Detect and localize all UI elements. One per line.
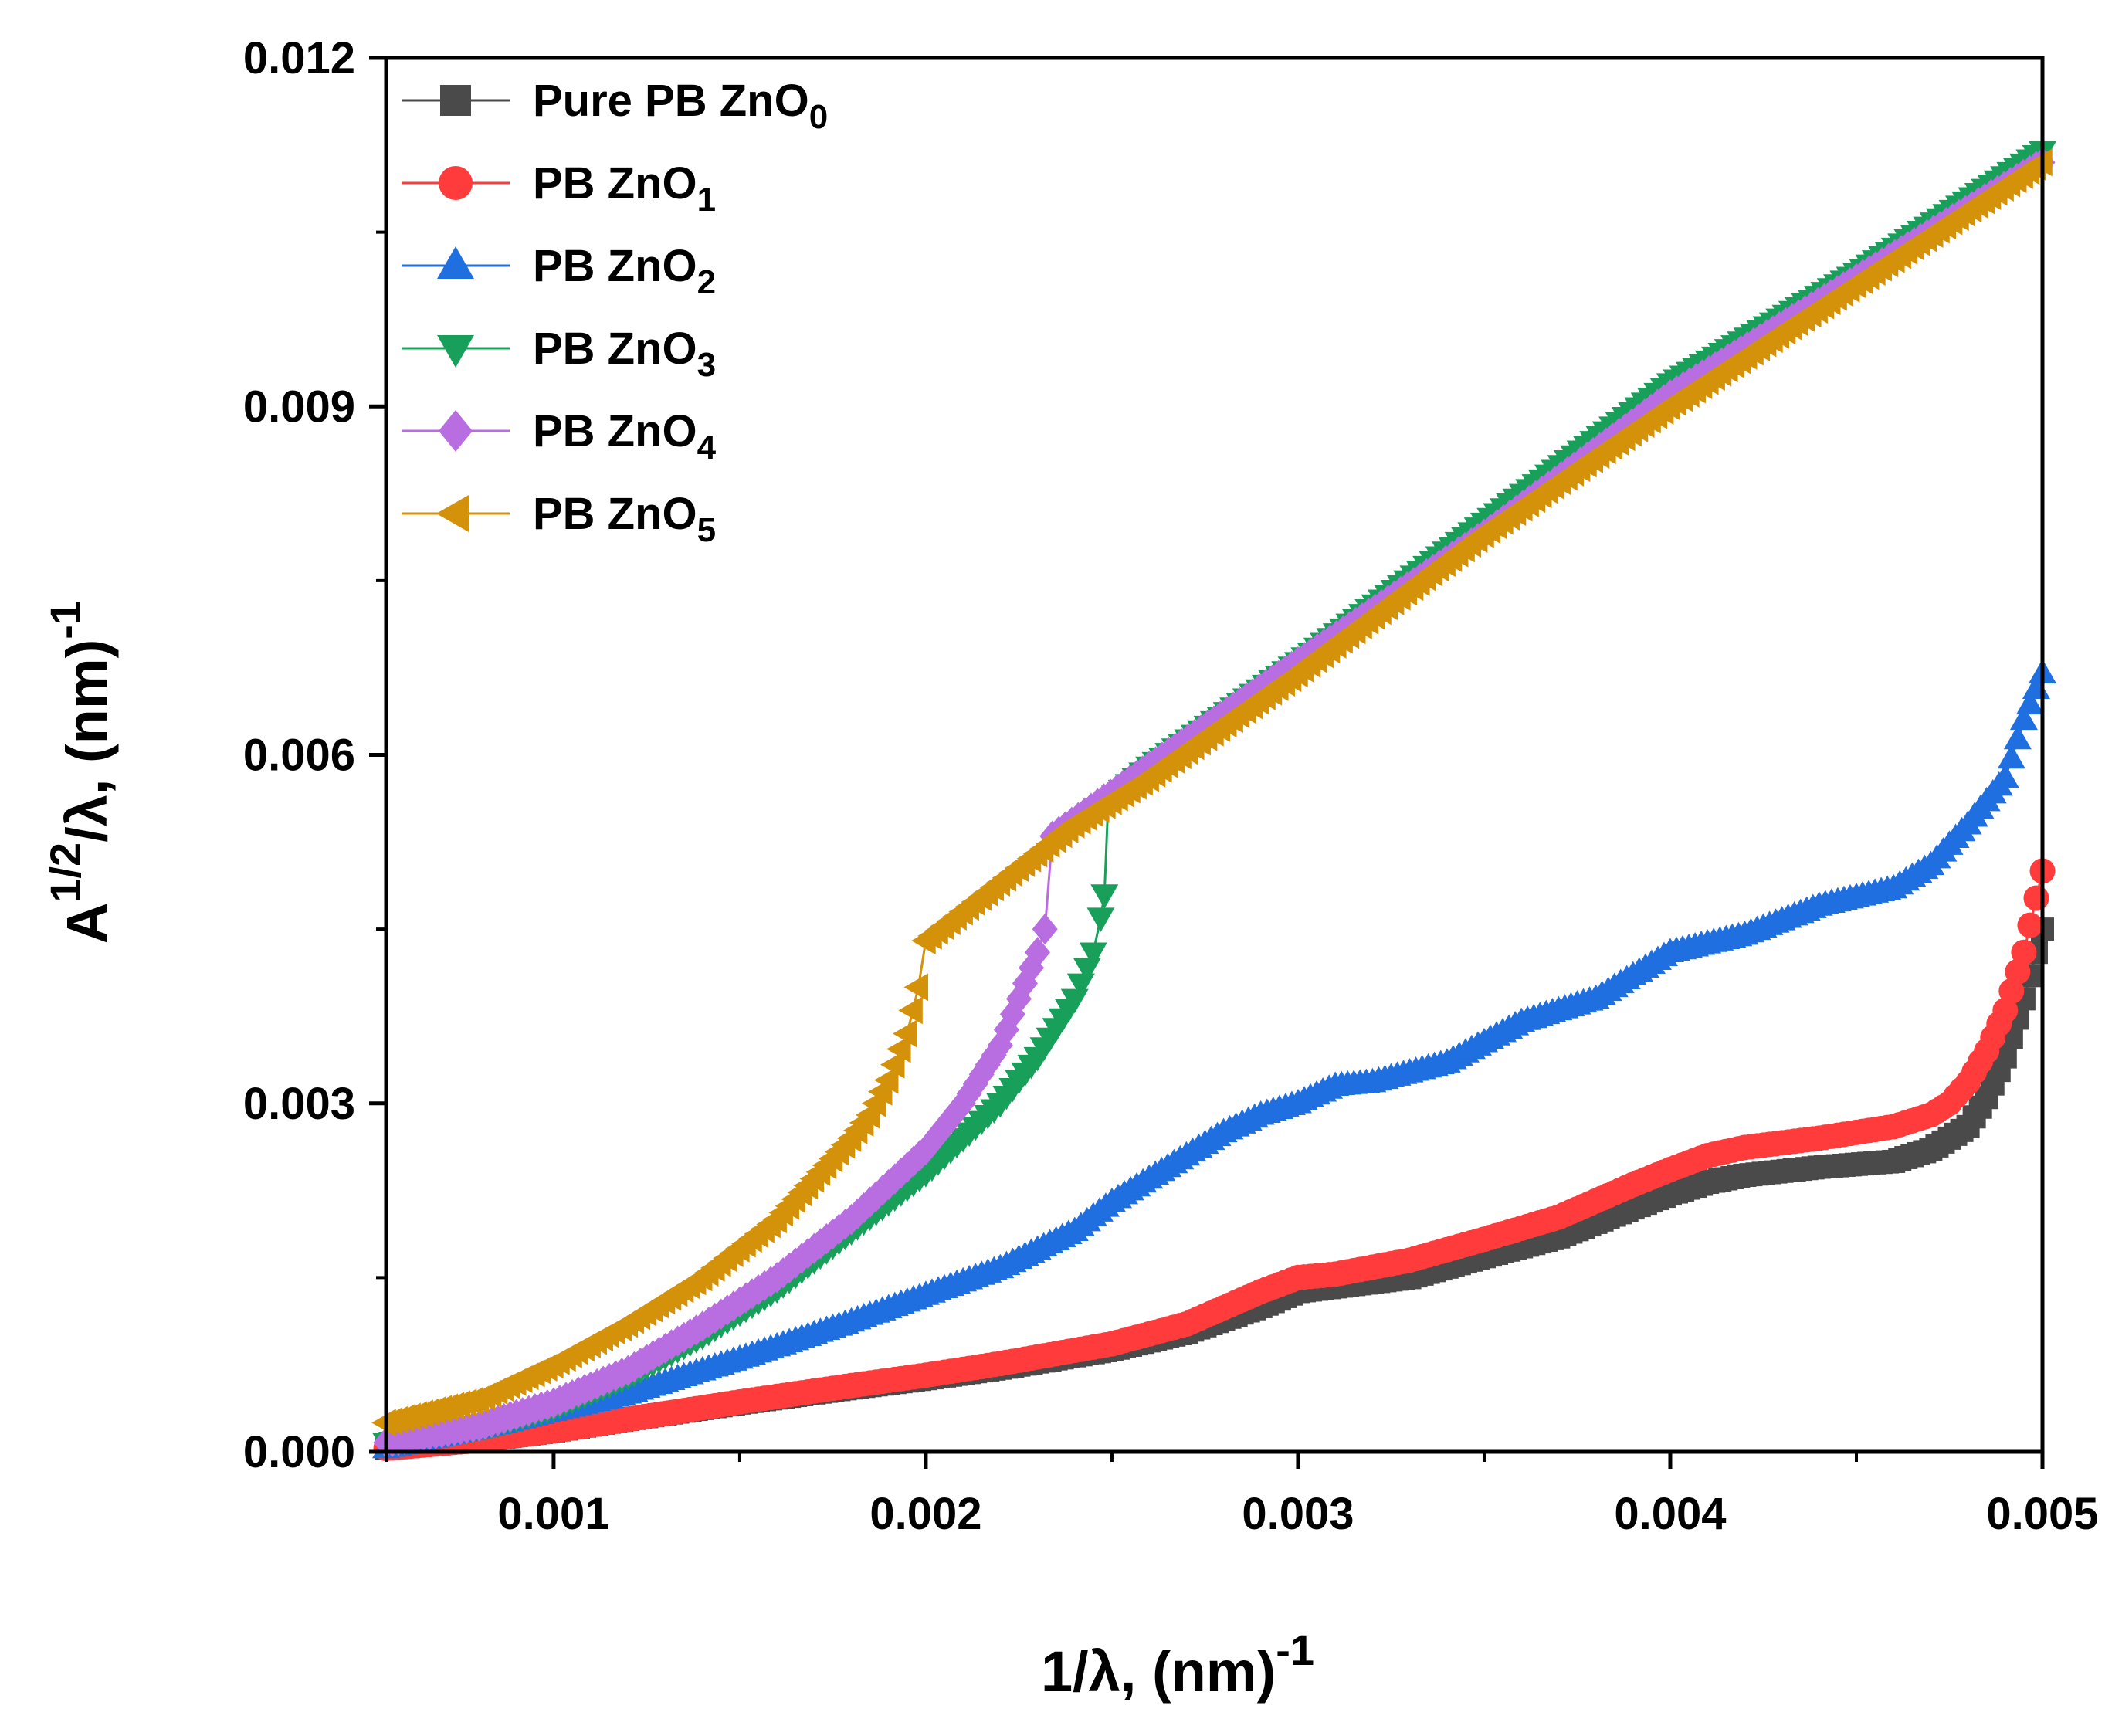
legend-label-text: Pure PB ZnO [533,76,809,126]
series-5 [371,148,2053,1437]
data-point [1998,978,2025,1004]
data-point [2028,148,2053,177]
y-tick-label: 0.009 [243,381,355,432]
plot-marks [371,141,2056,1461]
data-point [2005,958,2031,985]
legend-item: Pure PB ZnO0 [402,76,828,136]
x-tick-label: 0.001 [497,1489,609,1539]
y-tick-label: 0.003 [243,1079,355,1129]
legend-label-text: PB ZnO [533,406,697,456]
y-tick-label: 0.012 [243,33,355,83]
legend-label-text: PB ZnO [533,158,697,209]
legend-label-subscript: 2 [697,263,716,301]
x-axis-title-sup: -1 [1276,1626,1314,1674]
legend-marker [437,335,474,368]
y-axis-title: A1/2/λ, (nm)-1 [41,601,119,944]
data-point [2015,690,2044,715]
data-point [2003,724,2032,750]
data-point [1079,942,1107,967]
y-tick-label: 0.006 [243,731,355,781]
legend-marker [440,85,471,116]
legend-item: PB ZnO1 [402,158,716,219]
legend-label-subscript: 1 [697,181,716,219]
y-axis-title-sup: 1/2 [41,843,90,903]
legend-label-text: PB ZnO [533,324,697,374]
legend-label: PB ZnO4 [533,406,717,466]
legend-label: PB ZnO2 [533,241,716,301]
data-point [886,1035,911,1063]
legend-label-subscript: 5 [697,511,716,549]
x-tick-label: 0.003 [1242,1489,1354,1539]
legend-marker [436,495,469,532]
y-axis-title-mid: /λ, (nm) [55,639,119,843]
x-tick-label: 0.004 [1614,1489,1726,1539]
data-point [880,1050,905,1079]
legend-label-text: PB ZnO [533,489,697,539]
legend-item: PB ZnO5 [402,489,716,549]
series-1 [373,858,2056,1461]
legend-label: PB ZnO3 [533,324,716,384]
y-axis-title-base: A [55,903,119,944]
tick-labels: 0.001 0.002 0.003 0.004 0.005 0.000 0.003 0.006… [243,33,2099,1539]
legend-label-text: PB ZnO [533,241,697,291]
data-point [1025,936,1051,968]
data-point [2009,705,2038,731]
legend-marker [437,246,474,279]
data-point [898,996,923,1025]
y-axis-title-sup2: -1 [41,601,90,639]
x-axis-title-base: 1/λ, (nm) [1041,1639,1276,1704]
x-axis-title: 1/λ, (nm)-1 [1041,1626,1314,1704]
data-point [1032,913,1058,945]
x-tick-label: 0.002 [869,1489,981,1539]
data-point [873,1066,899,1094]
legend-label: PB ZnO5 [533,489,716,549]
data-point [893,1019,917,1048]
data-point [2023,885,2049,911]
axis-ticks [369,56,2045,1469]
x-tick-label: 0.005 [1986,1489,2098,1539]
legend-marker [439,410,473,452]
legend-item: PB ZnO4 [402,406,717,466]
legend-label-subscript: 4 [697,429,717,466]
legend-label-subscript: 0 [809,98,828,136]
legend-item: PB ZnO3 [402,324,716,384]
data-point [903,973,929,1002]
legend-item: PB ZnO2 [402,241,716,301]
data-point [2011,939,2037,965]
data-point [2017,912,2043,938]
data-point [1991,763,2019,788]
data-point [1997,744,2025,769]
data-point [1090,884,1119,909]
data-point [1086,907,1115,932]
data-point [1992,997,2019,1023]
legend-label-subscript: 3 [697,346,716,384]
y-tick-label: 0.000 [243,1427,355,1477]
legend-label: Pure PB ZnO0 [533,76,828,136]
legend-label: PB ZnO1 [533,158,716,219]
legend-marker [439,166,473,200]
